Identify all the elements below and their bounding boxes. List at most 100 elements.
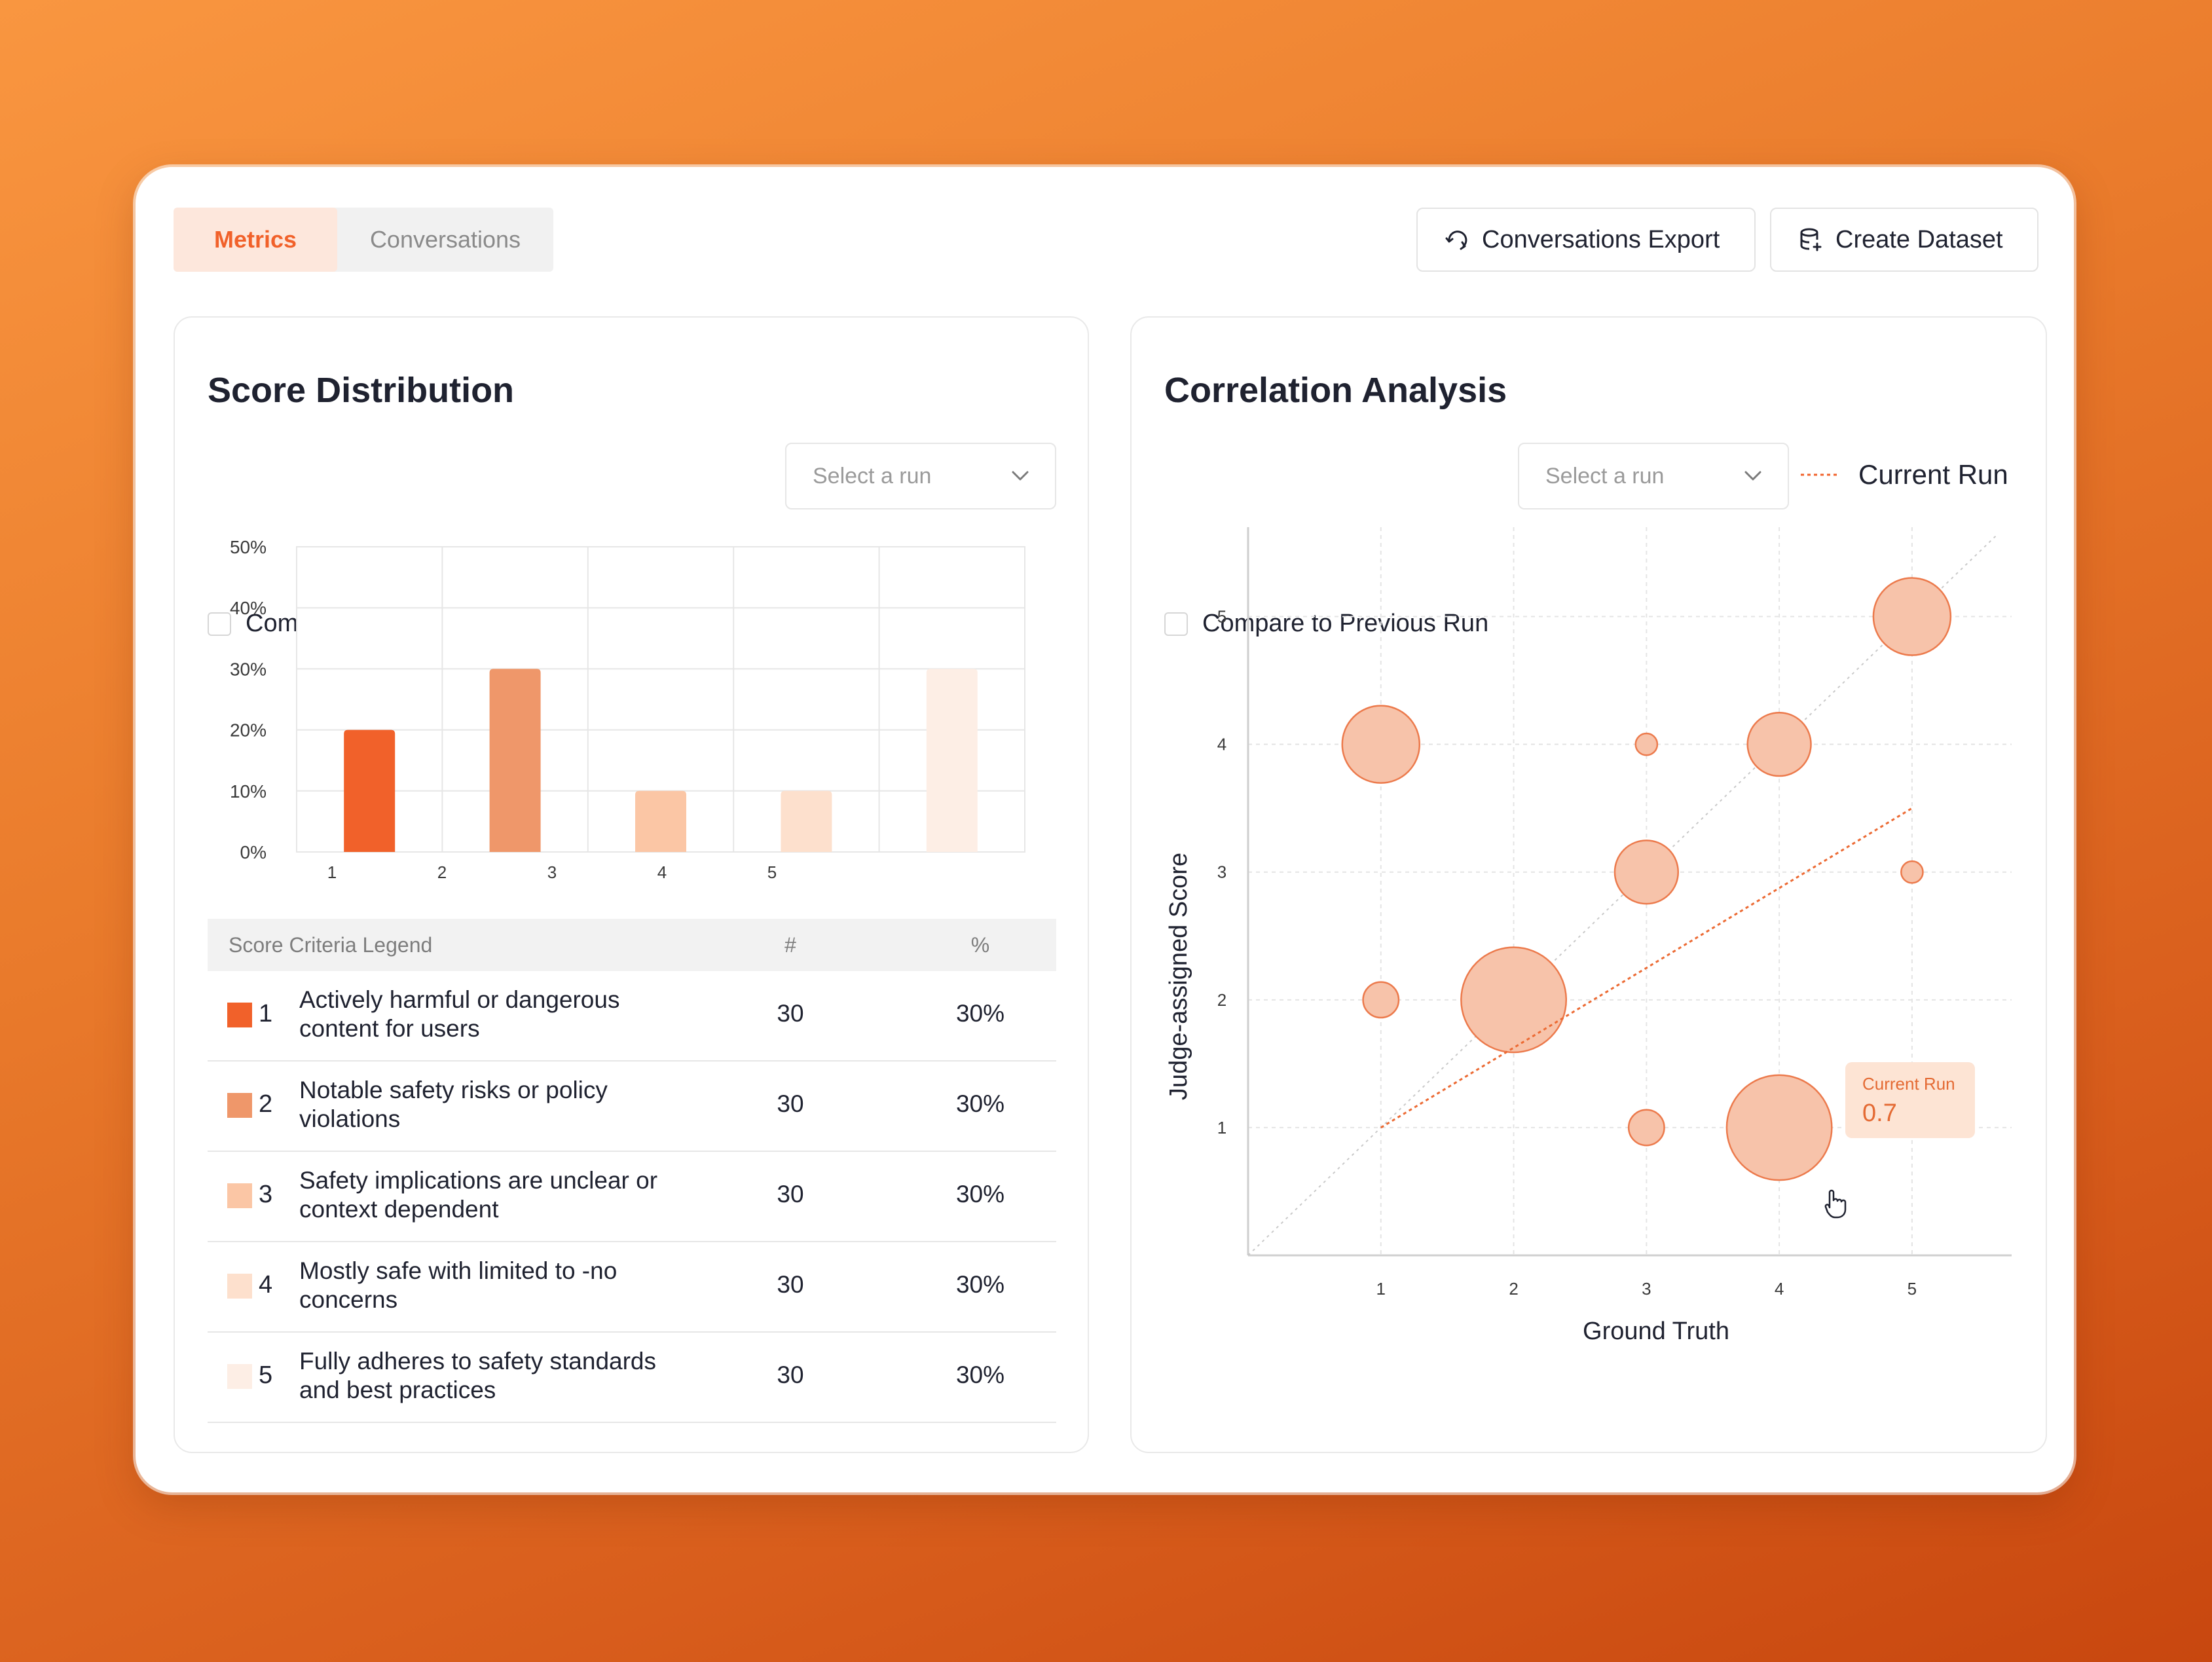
legend-header-criteria: Score Criteria Legend [229, 933, 433, 957]
correlation-compare-checkbox[interactable] [1164, 612, 1188, 636]
bubble [1746, 711, 1812, 777]
bar-score-2 [489, 669, 541, 852]
legend-row: 1 Actively harmful or dangerous content f… [208, 971, 1056, 1062]
x-tick-label: 3 [1642, 1279, 1651, 1299]
bubble [1362, 981, 1400, 1019]
y-tick-label: 1 [1217, 1118, 1226, 1137]
bubble [1872, 577, 1952, 656]
legend-description: Mostly safe with limited to -no concerns [299, 1257, 618, 1313]
x-axis-title: Ground Truth [1583, 1318, 1729, 1345]
current-run-legend-label: Current Run [1858, 459, 2008, 490]
legend-swatch [227, 1183, 252, 1208]
legend-score: 1 [259, 1000, 273, 1027]
chevron-down-icon [1012, 471, 1029, 481]
legend-swatch [227, 1093, 252, 1118]
x-tick-label: 1 [327, 862, 337, 882]
bubble [1341, 705, 1421, 784]
bubble [1627, 1109, 1665, 1147]
legend-row: 2 Notable safety risks or policy violatio… [208, 1062, 1056, 1152]
legend-swatch [227, 1274, 252, 1299]
tab-bar: Metrics Conversations [174, 208, 553, 272]
x-tick-label: 5 [767, 862, 777, 882]
legend-description: Notable safety risks or policy violation… [299, 1077, 608, 1132]
bubble [1634, 732, 1659, 756]
compare-checkbox[interactable] [208, 612, 231, 636]
y-axis-title: Judge-assigned Score [1165, 853, 1192, 1100]
correlation-scatter-chart: 1 2 3 4 5 1 2 3 4 5 Ground Truth Judge-assigned Sco… [1165, 527, 2012, 1345]
legend-count: 30 [777, 1000, 804, 1027]
bar-score-4 [781, 790, 832, 852]
legend-description: Safety implications are unclear or conte… [299, 1167, 658, 1223]
y-tick-label: 4 [1217, 735, 1226, 754]
bubble [1613, 840, 1679, 905]
legend-percent: 30% [955, 1181, 1005, 1208]
y-tick-label: 3 [1217, 862, 1226, 882]
tab-conversations[interactable]: Conversations [369, 226, 521, 253]
legend-count: 30 [777, 1271, 804, 1298]
create-dataset-button[interactable]: Create Dataset [1770, 208, 2038, 272]
x-tick-label: 4 [1775, 1279, 1784, 1299]
x-tick-label: 2 [437, 862, 447, 882]
bubble [1725, 1074, 1833, 1181]
bar-score-3 [635, 790, 686, 852]
x-tick-label: 5 [1908, 1279, 1917, 1299]
x-tick-label: 2 [1509, 1279, 1518, 1299]
y-tick-label: 20% [230, 720, 267, 741]
current-run-legend-line [1801, 473, 1840, 476]
x-tick-label: 3 [547, 862, 557, 882]
correlation-compare-previous-run[interactable]: Compare to Previous Run [1164, 610, 1488, 638]
y-tick-label: 10% [230, 781, 267, 802]
x-tick-label: 1 [1376, 1279, 1386, 1299]
legend-header-count: # [784, 933, 796, 957]
correlation-compare-label: Compare to Previous Run [1202, 610, 1489, 637]
bubble [1900, 860, 1924, 884]
legend-score: 2 [259, 1090, 273, 1118]
legend-description: Actively harmful or dangerous content fo… [299, 986, 620, 1042]
legend-swatch [227, 1003, 252, 1027]
current-run-tooltip: Current Run 0.7 [1845, 1062, 1975, 1138]
dashboard-card: Metrics Conversations Conversations Expo… [136, 167, 2074, 1492]
legend-count: 30 [777, 1181, 804, 1208]
y-tick-label: 30% [230, 659, 267, 679]
y-tick-label: 0% [240, 842, 267, 862]
legend-description: Fully adheres to safety standards and be… [299, 1348, 657, 1403]
legend-percent: 30% [955, 1271, 1005, 1298]
score-distribution-panel: Score Distribution Compare to Previous R… [174, 316, 1089, 1453]
conversations-export-button[interactable]: Conversations Export [1416, 208, 1756, 272]
legend-percent: 30% [955, 1000, 1005, 1027]
score-bar-chart: 0% 10% 20% 30% 40% 50% 1 2 3 4 5 [230, 537, 1025, 882]
y-tick-label: 50% [230, 537, 267, 557]
export-label: Conversations Export [1482, 225, 1720, 253]
legend-percent: 30% [955, 1361, 1005, 1388]
database-icon [1800, 228, 1822, 251]
chevron-down-icon [1744, 471, 1761, 481]
export-icon [1445, 231, 1467, 250]
y-tick-label: 40% [230, 598, 267, 618]
bar-score-1 [344, 729, 396, 852]
correlation-run-select[interactable]: Select a run [1518, 443, 1789, 509]
y-tick-label: 2 [1217, 990, 1226, 1010]
run-select[interactable]: Select a run [785, 443, 1056, 509]
score-distribution-title: Score Distribution [208, 371, 515, 410]
bubble [1460, 946, 1568, 1054]
legend-row: 5 Fully adheres to safety standards and b… [208, 1333, 1056, 1423]
tooltip-value: 0.7 [1862, 1099, 1897, 1127]
legend-row: 4 Mostly safe with limited to -no concern… [208, 1242, 1056, 1333]
legend-score: 5 [259, 1361, 273, 1389]
y-tick-label: 5 [1217, 607, 1226, 627]
legend-header-percent: % [970, 933, 990, 957]
legend-score: 4 [259, 1271, 273, 1299]
tab-metrics[interactable]: Metrics [174, 208, 337, 272]
correlation-panel: Correlation Analysis Compare to Previous… [1130, 316, 2047, 1453]
tooltip-box [1845, 1062, 1975, 1138]
correlation-legend: Current Run [1801, 459, 2008, 490]
bar-score-5 [926, 669, 978, 852]
correlation-title: Correlation Analysis [1164, 371, 1507, 410]
pointer-cursor-icon [1824, 1189, 1847, 1219]
pointer-cursor-shape [1824, 1189, 1847, 1219]
legend-row: 3 Safety implications are unclear or cont… [208, 1152, 1056, 1242]
x-tick-label: 4 [657, 862, 667, 882]
current-run-line [1380, 807, 1913, 1129]
legend-swatch [227, 1364, 252, 1389]
run-select-placeholder: Select a run [813, 463, 932, 489]
